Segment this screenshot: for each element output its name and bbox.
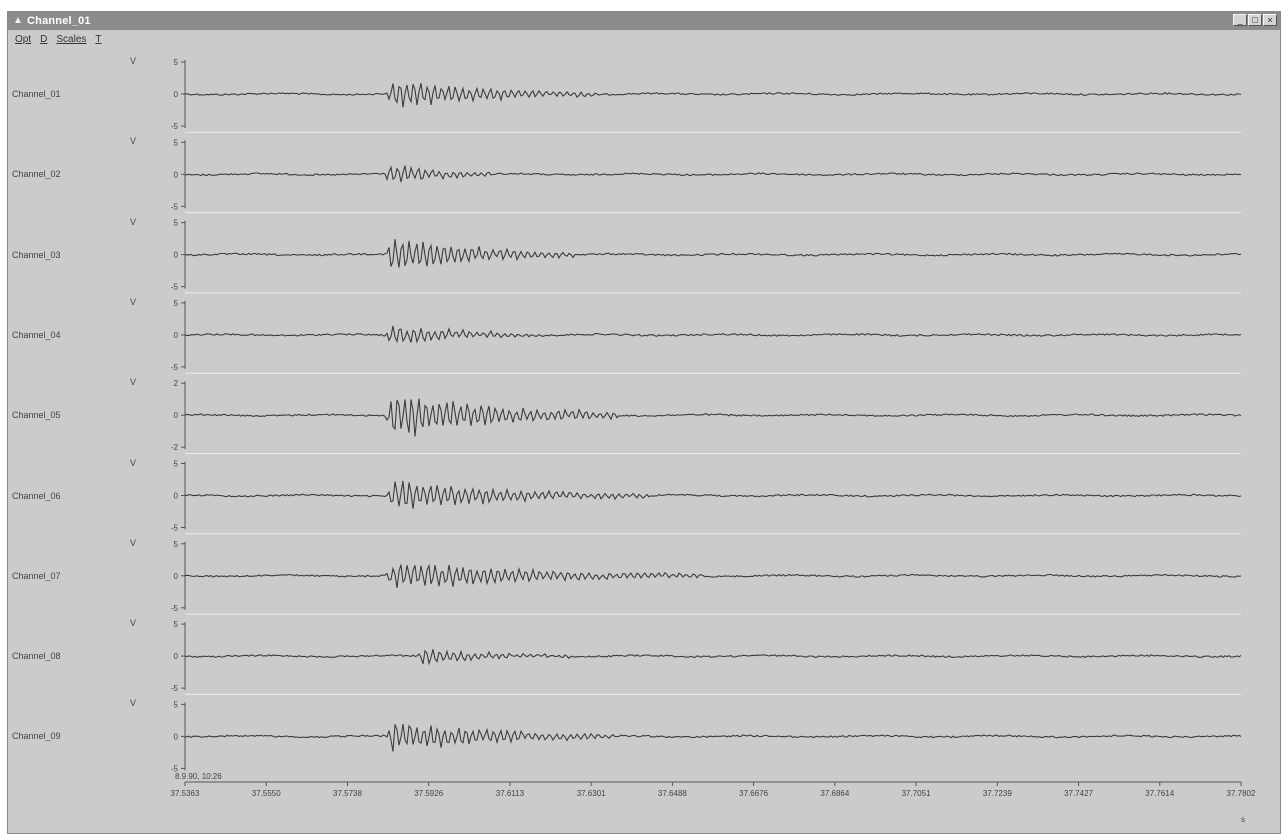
y-tick-label: 5 (174, 219, 179, 228)
y-tick-label: -5 (171, 202, 179, 211)
y-tick-label: 0 (174, 90, 179, 99)
y-tick-label: -5 (171, 283, 179, 292)
y-tick-label: -5 (171, 363, 179, 372)
channel-label: Channel_05 (12, 410, 61, 421)
y-tick-label: 5 (174, 620, 179, 629)
channel-label: Channel_09 (12, 731, 61, 742)
y-tick-label: -5 (171, 684, 179, 693)
channel-unit: V (130, 377, 137, 388)
channel-waveform (184, 563, 1242, 588)
window-controls: _ □ × (1233, 14, 1277, 26)
channel-unit: V (130, 56, 137, 66)
channel-unit: V (130, 698, 137, 709)
x-unit-label: s (1241, 815, 1245, 824)
menu-t[interactable]: T (95, 34, 102, 45)
channel-label: Channel_02 (12, 169, 61, 180)
channel-unit: V (130, 216, 137, 227)
x-tick-label: 37.7427 (1064, 789, 1093, 798)
y-tick-label: -5 (171, 122, 179, 131)
x-tick-label: 37.7239 (983, 789, 1012, 798)
channel-label: Channel_07 (12, 570, 61, 581)
x-tick-label: 37.5550 (252, 789, 281, 798)
channel-label: Channel_08 (12, 651, 61, 662)
window-title: Channel_01 (27, 15, 91, 27)
menu-bar: Opt D Scales T (8, 31, 103, 48)
y-tick-label: 5 (174, 299, 179, 308)
channel-label: Channel_01 (12, 89, 61, 99)
x-tick-label: 37.6676 (739, 789, 768, 798)
channel-plots: 5 0 -5 5 0 -5 5 0 -5 5 0 -5 2 0 -2 5 0 -5 5 0 -5 5 0 -5 5 0 -5 37.5… (171, 58, 1256, 798)
channel-unit: V (130, 457, 137, 468)
channel-waveform (184, 325, 1242, 344)
y-tick-label: -5 (171, 524, 179, 533)
channel-label: Channel_06 (12, 490, 61, 501)
y-tick-label: 5 (174, 700, 179, 709)
channel-waveform (184, 649, 1242, 666)
y-tick-label: 0 (174, 732, 179, 741)
x-tick-label: 37.5738 (333, 789, 362, 798)
channel-unit: V (130, 296, 137, 307)
y-tick-label: 5 (174, 460, 179, 469)
y-tick-label: 0 (174, 251, 179, 260)
timestamp: 8.9.90, 10:26 (175, 772, 222, 781)
y-tick-label: -5 (171, 764, 179, 773)
y-tick-label: -2 (171, 443, 179, 452)
y-tick-label: -5 (171, 604, 179, 613)
minimize-button[interactable]: _ (1233, 14, 1247, 26)
x-tick-label: 37.7614 (1145, 789, 1174, 798)
x-tick-label: 37.6301 (577, 789, 606, 798)
title-bar[interactable]: ▲ Channel_01 _ □ × (8, 12, 1280, 30)
x-tick-label: 37.5926 (414, 789, 443, 798)
menu-scales[interactable]: Scales (56, 34, 87, 45)
menu-opt[interactable]: Opt (15, 34, 32, 45)
app-icon: ▲ (13, 15, 23, 26)
channel-waveform (184, 165, 1242, 183)
y-tick-label: 0 (174, 572, 179, 581)
channel-unit: V (130, 537, 137, 548)
scope-window: ▲ Channel_01 _ □ × Opt D Scales T Channe… (7, 11, 1281, 834)
x-tick-label: 37.6113 (496, 789, 525, 798)
y-tick-label: 0 (174, 170, 179, 179)
channel-waveform (184, 83, 1242, 108)
y-tick-label: 5 (174, 540, 179, 549)
y-tick-label: 0 (174, 492, 179, 501)
y-tick-label: 0 (174, 331, 179, 340)
channel-unit: V (130, 136, 137, 147)
y-tick-label: 0 (174, 652, 179, 661)
x-tick-label: 37.6864 (820, 789, 849, 798)
menu-d[interactable]: D (40, 34, 48, 45)
y-tick-label: 2 (174, 379, 179, 388)
channel-label: Channel_03 (12, 249, 61, 260)
x-tick-label: 37.5363 (171, 789, 200, 798)
y-tick-label: 5 (174, 58, 179, 67)
close-button[interactable]: × (1263, 14, 1277, 26)
channel-waveform (184, 398, 1242, 437)
channel-unit: V (130, 618, 137, 629)
channel-waveform (184, 239, 1242, 268)
x-tick-label: 37.7051 (902, 789, 931, 798)
y-tick-label: 0 (174, 411, 179, 420)
maximize-button[interactable]: □ (1248, 14, 1262, 26)
channel-waveform (184, 480, 1242, 509)
x-tick-label: 37.6488 (658, 789, 687, 798)
channel-label: Channel_04 (12, 329, 61, 340)
x-tick-label: 37.7802 (1227, 789, 1256, 798)
channel-waveform (184, 724, 1242, 752)
y-tick-label: 5 (174, 138, 179, 147)
